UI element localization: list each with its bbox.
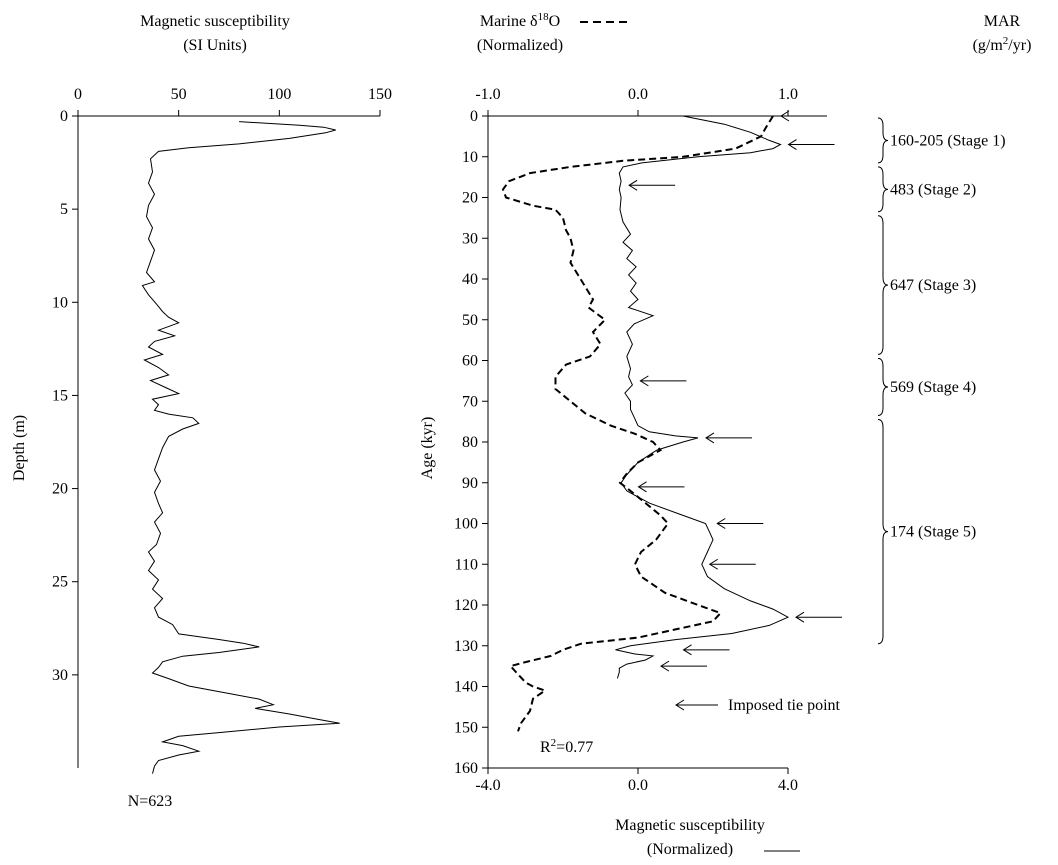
left-axes: 0 50 100 150 0 5 10 15 20 25 30 (52, 86, 392, 768)
left-series-line (141, 121, 340, 774)
left-y-tick-label: 5 (60, 201, 68, 218)
right-top-tick-label: 0.0 (628, 86, 648, 103)
tie-point-arrow-head (705, 432, 715, 444)
legend-d18o-line-1: Marine δ18O (480, 11, 560, 30)
tie-point-arrows (628, 110, 842, 672)
bottom-axis-label-line-2: (Normalized) (647, 841, 733, 858)
left-y-tick-label: 30 (52, 667, 68, 684)
left-x-tick-label: 50 (171, 86, 187, 103)
left-y-tick-label: 10 (52, 294, 68, 311)
left-y-tick-label: 15 (52, 387, 68, 404)
mar-stage-brace (877, 419, 889, 645)
mar-stage-brace (877, 166, 889, 213)
tie-point-arrow-head (708, 558, 719, 570)
right-y-tick-label: 60 (462, 353, 478, 370)
right-y-tick-label: 130 (454, 638, 478, 655)
mar-stage-label: 174 (Stage 5) (890, 524, 976, 541)
legend-d18o-line-2: (Normalized) (477, 37, 563, 54)
right-bottom-tick-label: -4.0 (475, 777, 500, 794)
right-y-tick-label: 110 (455, 556, 478, 573)
mar-stage-braces: 160-205 (Stage 1) 483 (Stage 2) 647 (Stage… (877, 117, 1006, 645)
left-title-line-2: (SI Units) (183, 37, 247, 54)
right-top-tick-label: 1.0 (778, 86, 798, 103)
mar-stage-brace (877, 215, 889, 355)
tie-point-arrow-head (780, 110, 790, 122)
right-y-tick-label: 80 (462, 434, 478, 451)
right-y-axis-label: Age (kyr) (419, 417, 436, 480)
left-y-tick-label: 25 (52, 574, 68, 591)
d18o-series-line (501, 115, 774, 732)
right-y-tick-label: 100 (454, 516, 478, 533)
right-y-tick-label: 140 (454, 679, 478, 696)
mar-title-line-2: (g/m2/yr) (973, 35, 1032, 54)
tie-point-arrow-head (682, 644, 692, 656)
bottom-axis-label-line-1: Magnetic susceptibility (615, 817, 765, 834)
right-y-tick-label: 50 (462, 312, 478, 329)
right-y-tick-label: 160 (454, 760, 478, 777)
left-sample-count: N=623 (128, 793, 173, 810)
mar-stage-brace (877, 117, 889, 164)
ms-series-line (615, 115, 790, 679)
tie-point-arrow-head (637, 481, 647, 493)
right-y-tick-label: 10 (462, 149, 478, 166)
right-y-tick-label: 120 (454, 597, 478, 614)
tie-point-arrow-head (628, 179, 638, 191)
mar-stage-brace (877, 357, 889, 417)
mar-stage-label: 160-205 (Stage 1) (890, 132, 1006, 149)
left-title-line-1: Magnetic susceptibility (140, 13, 290, 30)
tie-point-arrow-head (660, 660, 670, 672)
left-y-tick-label: 0 (60, 108, 68, 125)
tie-point-arrow-head (787, 139, 797, 150)
right-y-tick-label: 0 (470, 108, 478, 125)
right-bottom-tick-label: 0.0 (628, 777, 648, 794)
mar-stage-label: 569 (Stage 4) (890, 379, 976, 396)
left-x-tick-label: 0 (74, 86, 82, 103)
tie-point-arrow-head (716, 518, 726, 529)
left-x-tick-label: 100 (267, 86, 291, 103)
mar-title-line-1: MAR (984, 13, 1021, 30)
left-x-tick-label: 150 (368, 86, 392, 103)
right-y-tick-label: 40 (462, 271, 478, 288)
right-y-tick-label: 150 (454, 719, 478, 736)
tie-point-legend-label: Imposed tie point (728, 697, 841, 714)
r-squared-annotation: R2=0.77 (540, 737, 593, 756)
tie-point-arrow-head (639, 375, 649, 387)
right-axes: -1.0 0.0 1.0 -4.0 0.0 4.0 0 10 20 30 40 50 60 70 80 90 1… (454, 86, 798, 794)
tie-point-legend-arrow-head (675, 699, 685, 711)
mar-stage-label: 647 (Stage 3) (890, 277, 976, 294)
tie-point-arrow-head (795, 611, 805, 623)
right-y-tick-label: 30 (462, 230, 478, 247)
right-bottom-tick-label: 4.0 (778, 777, 798, 794)
right-y-tick-label: 70 (462, 393, 478, 410)
mar-stage-label: 483 (Stage 2) (890, 181, 976, 198)
tie-point-legend: Imposed tie point (675, 697, 841, 714)
right-y-tick-label: 20 (462, 190, 478, 207)
left-y-axis-label: Depth (m) (11, 415, 28, 481)
right-y-tick-label: 90 (462, 475, 478, 492)
right-top-tick-label: -1.0 (475, 86, 500, 103)
left-y-tick-label: 20 (52, 481, 68, 498)
